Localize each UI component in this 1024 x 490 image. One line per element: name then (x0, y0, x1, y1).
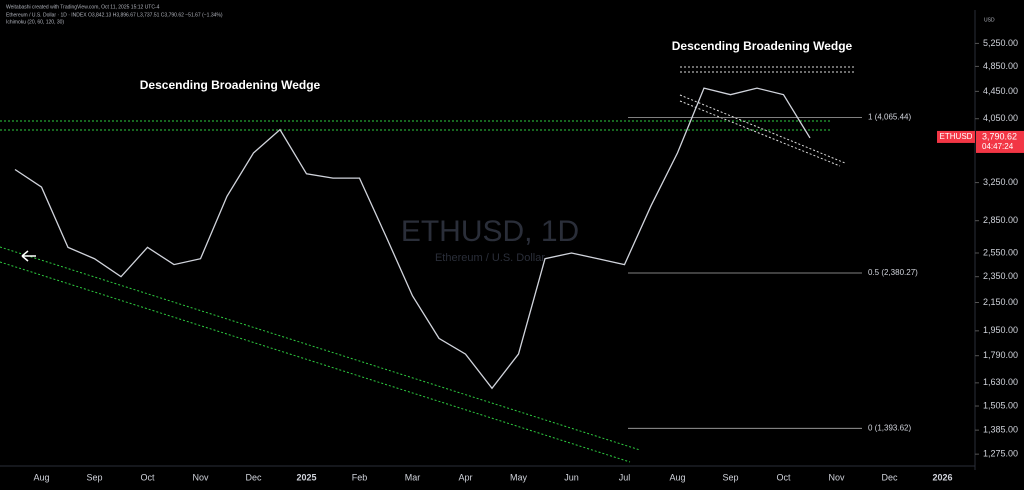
last-price-box (976, 130, 1024, 153)
x-tick-label: Oct (140, 472, 155, 482)
last-price-label: 3,790.62 (982, 131, 1017, 141)
y-tick-label: 5,250.00 (983, 38, 1018, 48)
y-tick-label: 2,850.00 (983, 215, 1018, 225)
x-tick-label: Jul (619, 472, 631, 482)
back-arrow[interactable] (21, 250, 36, 262)
x-tick-label: 2025 (296, 472, 316, 482)
annotation: Descending Broadening Wedge (140, 78, 321, 92)
x-tick-label: Sep (86, 472, 102, 482)
y-tick-label: 4,850.00 (983, 61, 1018, 71)
x-tick-label: Dec (881, 472, 898, 482)
y-tick-label: 1,630.00 (983, 377, 1018, 387)
countdown-label: 04:47:24 (982, 142, 1014, 151)
y-tick-label: 3,250.00 (983, 177, 1018, 187)
y-tick-label: 2,550.00 (983, 247, 1018, 257)
y-tick-label: 4,450.00 (983, 86, 1018, 96)
fib-level-label: 0 (1,393.62) (868, 423, 911, 432)
symbol-label: ETHUSD (940, 132, 973, 141)
y-tick-label: 4,050.00 (983, 113, 1018, 123)
annotation: Descending Broadening Wedge (672, 39, 853, 53)
x-tick-label: Aug (669, 472, 685, 482)
y-tick-label: 1,275.00 (983, 449, 1018, 459)
symbol-box (937, 130, 975, 143)
x-tick-label: 2026 (932, 472, 952, 482)
source-note: Weitabashi created with TradingView.com,… (6, 4, 160, 10)
x-tick-label: Aug (33, 472, 49, 482)
chart-title: Ethereum / U.S. Dollar · 1D · INDEX O3,8… (6, 12, 223, 18)
price-line (14, 87, 811, 390)
fib-level-label: 1 (4,065.44) (868, 113, 911, 122)
y-tick-label: 1,950.00 (983, 325, 1018, 335)
x-tick-label: Nov (828, 472, 845, 482)
y-tick-label: 2,150.00 (983, 297, 1018, 307)
x-tick-label: Nov (192, 472, 209, 482)
x-tick-label: Sep (722, 472, 738, 482)
x-tick-label: Mar (405, 472, 421, 482)
x-tick-label: Feb (352, 472, 368, 482)
x-tick-label: Jun (564, 472, 579, 482)
watermark-subtitle: Ethereum / U.S. Dollar (435, 252, 545, 264)
wedge-lines-white (679, 66, 855, 167)
indicator-label: Ichimoku (20, 60, 120, 30) (6, 19, 64, 25)
x-tick-label: Oct (776, 472, 791, 482)
y-tick-label: 1,385.00 (983, 425, 1018, 435)
y-tick-label: 2,350.00 (983, 271, 1018, 281)
currency-label: USD (984, 17, 995, 23)
fib-level-label: 0.5 (2,380.27) (868, 268, 918, 277)
y-tick-label: 1,505.00 (983, 400, 1018, 410)
watermark: ETHUSD, 1D (401, 215, 579, 248)
x-tick-label: May (510, 472, 528, 482)
x-tick-label: Apr (458, 472, 472, 482)
y-tick-label: 1,790.00 (983, 350, 1018, 360)
x-tick-label: Dec (245, 472, 262, 482)
